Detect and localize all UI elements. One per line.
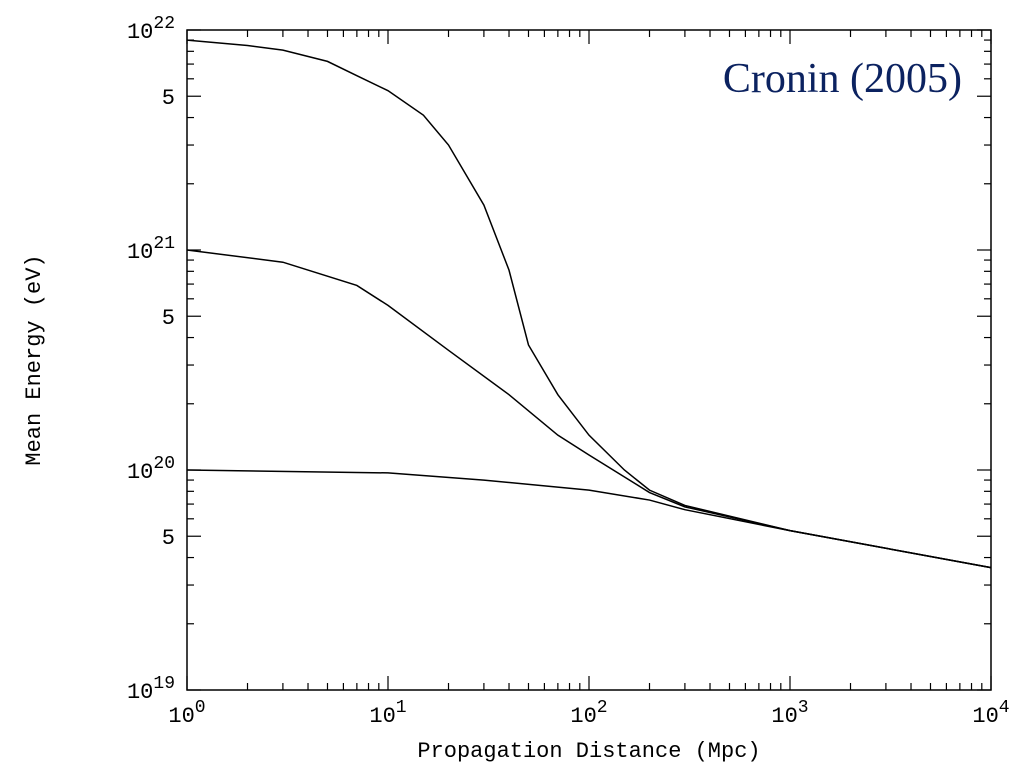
y-tick-label: 5 — [162, 306, 175, 331]
series-line — [186, 39, 992, 569]
annotation: Cronin (2005) — [723, 56, 962, 102]
y-tick-label: 1019 — [127, 674, 175, 705]
y-tick-label: 1021 — [127, 234, 175, 265]
x-tick-label: 101 — [369, 698, 406, 729]
x-tick-label: 104 — [972, 698, 1009, 729]
x-tick-label: 103 — [771, 698, 808, 729]
y-tick-label: 1022 — [127, 14, 175, 45]
series-line — [186, 469, 992, 569]
y-tick-label: 5 — [162, 86, 175, 111]
series-line — [186, 249, 992, 569]
x-axis-label: Propagation Distance (Mpc) — [417, 739, 760, 764]
x-tick-label: 100 — [168, 698, 205, 729]
y-axis-label: Mean Energy (eV) — [22, 254, 47, 465]
x-tick-label: 102 — [570, 698, 607, 729]
y-tick-label: 5 — [162, 526, 175, 551]
y-tick-label: 1020 — [127, 454, 175, 485]
plot-frame — [186, 29, 992, 691]
